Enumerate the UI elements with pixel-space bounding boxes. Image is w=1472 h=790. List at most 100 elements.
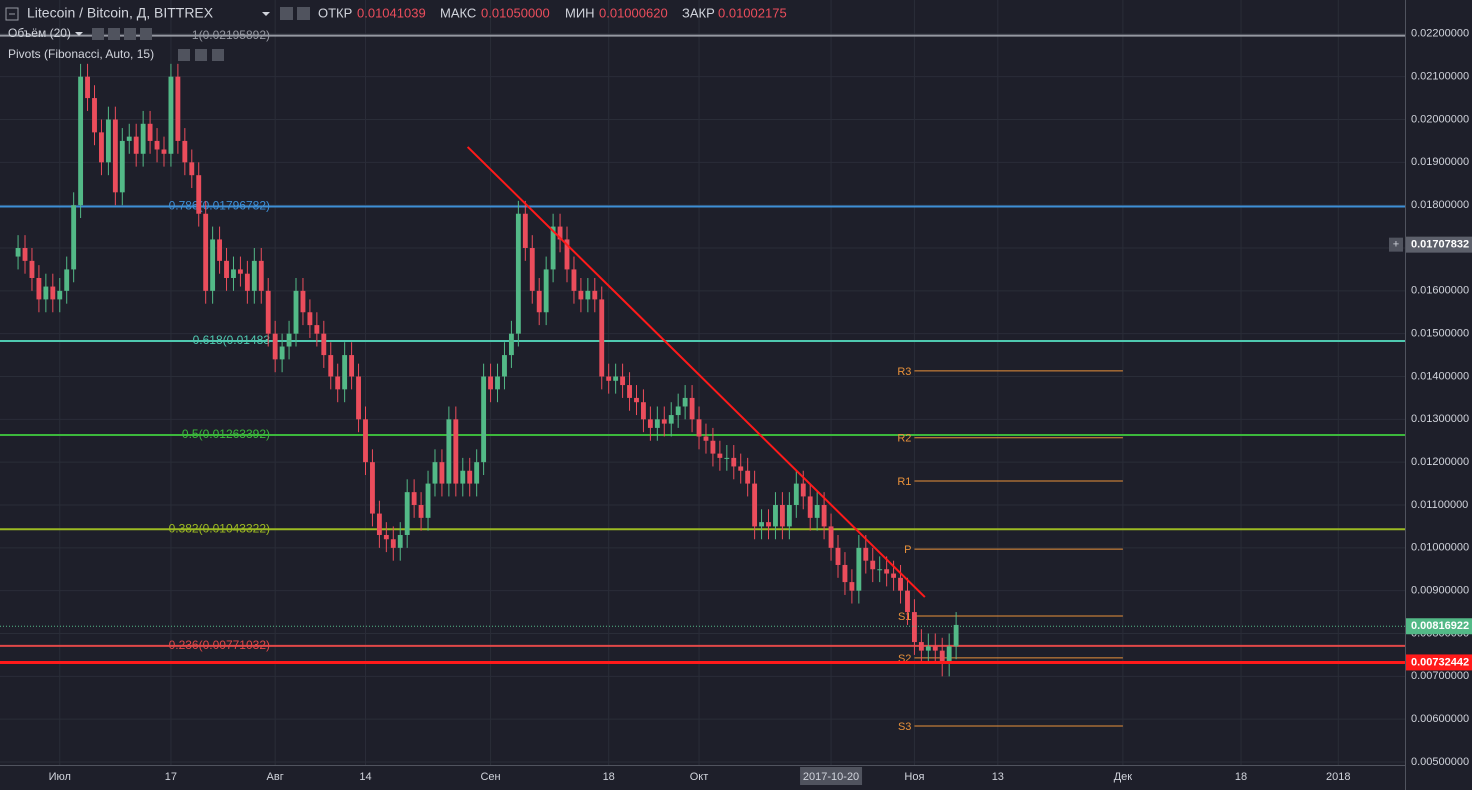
price-badge — [1406, 618, 1472, 635]
y-tick-label: 0.02100000 — [1411, 71, 1469, 83]
candle-body — [515, 213, 521, 334]
pivot-label: S1 — [898, 611, 911, 623]
y-tick-label: 0.01800000 — [1411, 199, 1469, 211]
candle-body — [668, 415, 674, 424]
candle-body — [578, 290, 584, 300]
candle-body — [495, 376, 500, 390]
y-tick-label: 0.01900000 — [1411, 156, 1469, 168]
candle-body — [15, 248, 21, 257]
hide-icon[interactable] — [297, 7, 310, 20]
trend-line — [466, 146, 926, 598]
ohlc-label: ЗАКР — [682, 5, 715, 20]
candle-body — [36, 277, 42, 300]
fib-label: 0.382(0.01043322) — [169, 521, 270, 535]
candle-body — [467, 470, 473, 484]
settings-icon[interactable] — [178, 49, 190, 61]
dropdown-icon[interactable] — [262, 12, 270, 16]
candle-body — [939, 650, 945, 664]
dropdown-icon[interactable] — [75, 32, 83, 36]
candle-body — [877, 569, 883, 571]
legend: Litecoin / Bitcoin, Д, BITTREX ОТКР 0.01… — [5, 5, 787, 61]
symbol-title[interactable]: Litecoin / Bitcoin, Д, BITTREX — [27, 5, 214, 21]
hide-icon[interactable] — [195, 49, 207, 61]
indicator-label[interactable]: Объём (20) — [8, 26, 71, 40]
ohlc-label: МАКС — [440, 5, 476, 20]
x-tick-label: 2017-10-20 — [803, 771, 859, 783]
candle-body — [793, 483, 799, 506]
x-tick-label: Июл — [49, 771, 71, 783]
x-tick-label: 18 — [603, 771, 615, 783]
candle-body — [592, 290, 598, 300]
candle-body — [356, 376, 361, 420]
indicator-label[interactable]: Pivots (Fibonacci, Auto, 15) — [8, 47, 154, 61]
axes: 0.005000000.006000000.007000000.00800000… — [49, 28, 1472, 785]
candle-body — [717, 453, 723, 458]
candle-body — [891, 573, 897, 578]
candle-body — [105, 119, 111, 163]
candle-body — [140, 123, 146, 154]
candle-body — [376, 513, 382, 535]
x-tick-label: Окт — [690, 771, 709, 783]
candle-body — [647, 419, 653, 428]
candle-body — [71, 205, 77, 270]
y-tick-label: 0.00700000 — [1411, 670, 1469, 682]
settings-icon[interactable] — [92, 28, 104, 40]
candle-body — [397, 534, 403, 548]
price-badge-label: 0.01707832 — [1411, 239, 1469, 251]
y-tick-label: 0.00600000 — [1411, 713, 1469, 725]
close-icon[interactable] — [140, 28, 152, 40]
candle-body — [654, 419, 660, 428]
candle-body — [307, 312, 313, 326]
candle-body — [383, 534, 389, 540]
candle-body — [738, 466, 744, 471]
settings-icon[interactable] — [280, 7, 293, 20]
candle-body — [342, 355, 348, 390]
candle-body — [474, 462, 480, 484]
candle-body — [800, 483, 806, 497]
candle-body — [119, 140, 125, 193]
candle-body — [147, 123, 153, 141]
crosshair-icon — [1389, 237, 1403, 252]
candle-body — [773, 505, 778, 527]
candle-body — [905, 590, 910, 613]
close-icon[interactable] — [212, 49, 224, 61]
candle-body — [522, 213, 528, 249]
candle-body — [745, 470, 751, 484]
candle-body — [863, 547, 869, 561]
ohlc-label: ОТКР — [318, 5, 352, 20]
hide-icon[interactable] — [108, 28, 120, 40]
x-tick-label: Авг — [267, 771, 284, 783]
ohlc-value: 0.01050000 — [481, 5, 550, 20]
candle-body — [911, 612, 917, 643]
candle-body — [529, 248, 535, 291]
candle-body — [92, 98, 97, 133]
candle-body — [370, 462, 375, 514]
candle-body — [689, 397, 695, 420]
candle-body — [814, 505, 820, 518]
y-tick-label: 0.02200000 — [1411, 28, 1469, 40]
candle-body — [696, 419, 702, 437]
candle-body — [779, 505, 785, 527]
candle-body — [446, 419, 452, 484]
candle-body — [57, 290, 63, 300]
y-tick-label: 0.00500000 — [1411, 756, 1469, 768]
price-badge — [1406, 236, 1472, 253]
candle-body — [168, 76, 174, 154]
ohlc-value: 0.01002175 — [718, 5, 787, 20]
x-tick-label: 18 — [1235, 771, 1247, 783]
candle-body — [126, 136, 132, 141]
more-icon[interactable] — [124, 28, 136, 40]
candle-body — [196, 175, 202, 214]
candle-body — [564, 239, 570, 270]
candle-body — [133, 136, 139, 154]
candle-body — [99, 132, 104, 163]
candle-body — [314, 325, 320, 334]
candle-body — [418, 505, 424, 518]
collapse-icon[interactable] — [5, 7, 19, 21]
candle-body — [731, 457, 737, 467]
candle-body — [182, 140, 188, 163]
candle-body — [161, 149, 167, 154]
x-tick-label: 14 — [359, 771, 371, 783]
price-badge-label: 0.00816922 — [1411, 620, 1469, 632]
